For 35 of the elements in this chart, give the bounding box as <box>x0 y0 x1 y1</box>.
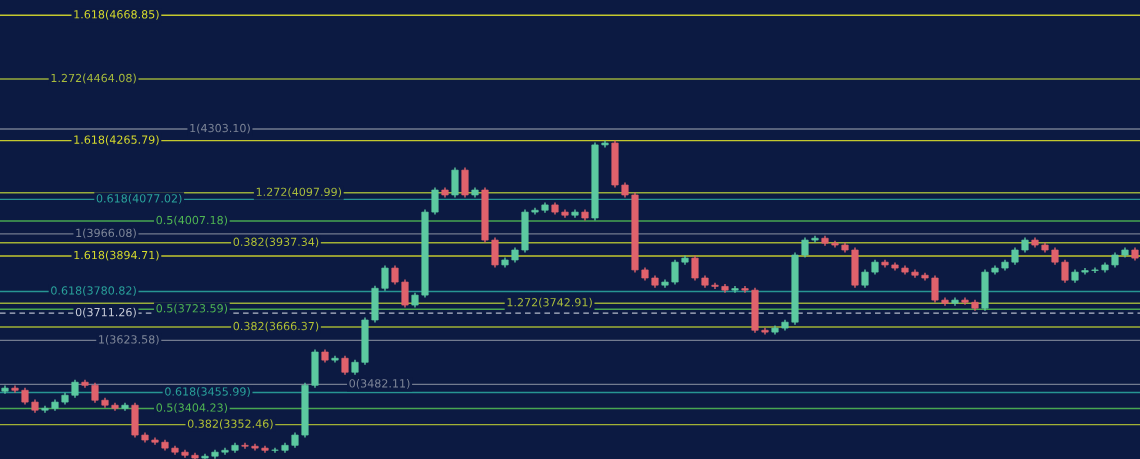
ref-line-label: 0(3482.11) <box>349 378 410 389</box>
candlestick <box>931 274 939 304</box>
ref-line-label: 1.618(3894.71) <box>74 250 159 261</box>
candlestick <box>1061 258 1069 284</box>
ref-line-label: 0.5(3404.23) <box>156 403 228 414</box>
candlestick <box>241 442 249 450</box>
ref-line-label: 1(3966.08) <box>76 228 136 239</box>
candlestick <box>431 186 439 216</box>
candlestick <box>801 236 809 259</box>
ref-line-label: 1.272(3742.91) <box>507 297 592 308</box>
ref-line-label: 0.382(3937.34) <box>233 237 319 248</box>
candlestick <box>671 258 679 286</box>
candlestick <box>91 382 99 404</box>
ref-line-label: 0.382(3666.37) <box>233 321 319 332</box>
ref-line-label: 1.272(4097.99) <box>256 187 342 198</box>
ref-line-label: 1(3623.58) <box>99 334 159 345</box>
ref-line-label: 1(4303.10) <box>190 123 250 134</box>
ref-line-label: 0.618(3780.82) <box>51 286 136 296</box>
candlestick <box>401 278 409 309</box>
ref-line-label: 0.618(3455.99) <box>165 387 250 397</box>
ref-line-label: 0.5(3723.59) <box>156 303 228 314</box>
candlestick <box>691 254 699 282</box>
ref-line-label: 0(3711.26) <box>75 307 136 318</box>
ref-line-label: 0.618(4077.02) <box>96 193 182 204</box>
ref-line-label: 1.618(4668.85) <box>74 9 159 20</box>
candlestick <box>381 264 389 292</box>
ref-line-label: 1.618(4265.79) <box>74 135 159 146</box>
ref-line-label: 0.382(3352.46) <box>187 419 273 430</box>
candlestick <box>341 355 349 376</box>
candlestick <box>391 264 399 286</box>
ref-line-label: 1.272(4464.08) <box>51 73 136 84</box>
ref-line-label: 0.5(4007.18) <box>156 215 228 226</box>
candlestick <box>861 268 869 289</box>
candlestick <box>71 379 79 399</box>
candlestick <box>1091 266 1099 274</box>
